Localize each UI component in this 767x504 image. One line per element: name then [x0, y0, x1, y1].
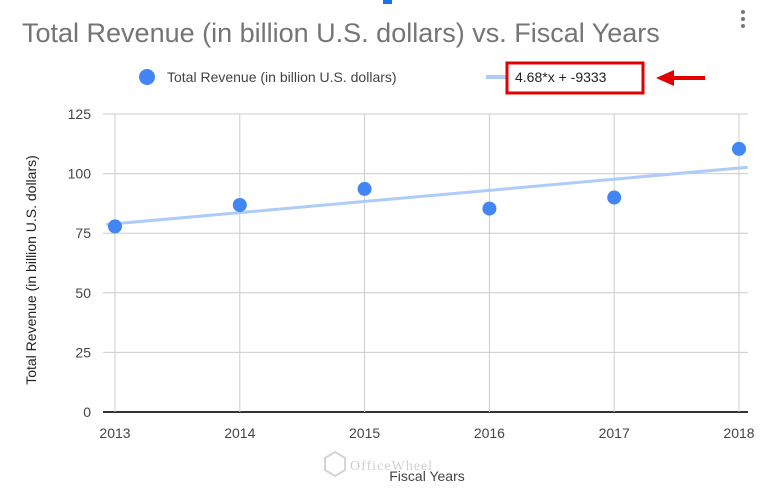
- x-tick-label: 2014: [224, 425, 255, 441]
- y-tick-label: 50: [75, 285, 91, 301]
- legend: Total Revenue (in billion U.S. dollars) …: [139, 61, 705, 95]
- legend-label-trendline: 4.68*x + -9333: [515, 69, 607, 85]
- y-axis-label: Total Revenue (in billion U.S. dollars): [23, 155, 39, 385]
- data-point-2018: [732, 141, 746, 156]
- x-tick-label: 2017: [599, 425, 630, 441]
- top-accent-mark: [383, 0, 392, 4]
- y-tick-label: 25: [75, 344, 91, 360]
- data-point-2016: [482, 201, 497, 216]
- more-options-icon[interactable]: [741, 10, 747, 31]
- data-point-2013: [108, 219, 122, 234]
- x-tick-label: 2016: [474, 425, 505, 441]
- watermark-text: OfficeWheel: [350, 459, 433, 474]
- x-axis-label: Fiscal Years: [389, 468, 464, 484]
- legend-label-series: Total Revenue (in billion U.S. dollars): [167, 69, 397, 85]
- trendline-highlight-box: [505, 61, 645, 95]
- legend-marker-series: [139, 69, 155, 85]
- x-tick-label: 2018: [723, 425, 754, 441]
- trendline: [106, 165, 748, 227]
- red-arrow-icon: [656, 70, 674, 86]
- y-tick-label: 100: [68, 166, 92, 182]
- x-tick-label: 2015: [349, 425, 380, 441]
- chart-title: Total Revenue (in billion U.S. dollars) …: [22, 18, 660, 48]
- data-point-2014: [232, 197, 247, 212]
- data-point-2017: [607, 190, 622, 205]
- x-tick-label: 2013: [99, 425, 130, 441]
- y-tick-label: 125: [68, 106, 92, 122]
- y-tick-label: 0: [83, 404, 91, 420]
- y-tick-label: 75: [75, 225, 91, 241]
- watermark-logo: OfficeWheel: [324, 450, 433, 478]
- data-point-2015: [357, 181, 372, 196]
